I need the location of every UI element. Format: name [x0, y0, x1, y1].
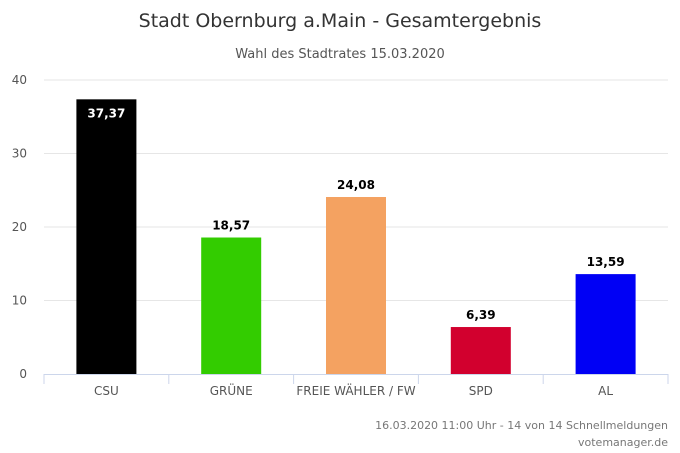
footer-timestamp: 16.03.2020 11:00 Uhr - 14 von 14 Schnell… [375, 419, 668, 432]
x-category-label: GRÜNE [210, 382, 253, 398]
data-labels: 37,37 18,57 24,08 6,39 13,59 [87, 106, 624, 322]
x-axis-tick-marks [43, 374, 669, 384]
x-axis-categories: CSU GRÜNE FREIE WÄHLER / FW SPD AL [94, 382, 613, 398]
data-label: 18,57 [212, 219, 250, 233]
x-category-label: FREIE WÄHLER / FW [296, 383, 415, 398]
bar [326, 197, 386, 374]
x-category-label: CSU [94, 384, 119, 398]
x-category-label: SPD [469, 384, 493, 398]
y-tick-label: 10 [12, 294, 27, 308]
y-tick-label: 20 [12, 220, 27, 234]
x-category-label: AL [598, 384, 613, 398]
bars [76, 99, 636, 374]
bar [450, 327, 511, 374]
y-axis-ticks: 0 10 20 30 40 [12, 73, 27, 381]
data-label: 37,37 [87, 106, 125, 120]
chart-subtitle: Wahl des Stadtrates 15.03.2020 [235, 47, 445, 62]
y-tick-label: 0 [19, 367, 27, 381]
chart-title: Stadt Obernburg a.Main - Gesamtergebnis [139, 10, 542, 32]
data-label: 13,59 [587, 255, 625, 269]
footer-source: votemanager.de [578, 436, 668, 449]
data-label: 24,08 [337, 178, 375, 192]
bar [575, 274, 636, 374]
bar [201, 237, 262, 374]
y-tick-label: 40 [12, 73, 27, 87]
bar [76, 99, 137, 374]
y-tick-label: 30 [12, 147, 27, 161]
data-label: 6,39 [466, 308, 496, 322]
